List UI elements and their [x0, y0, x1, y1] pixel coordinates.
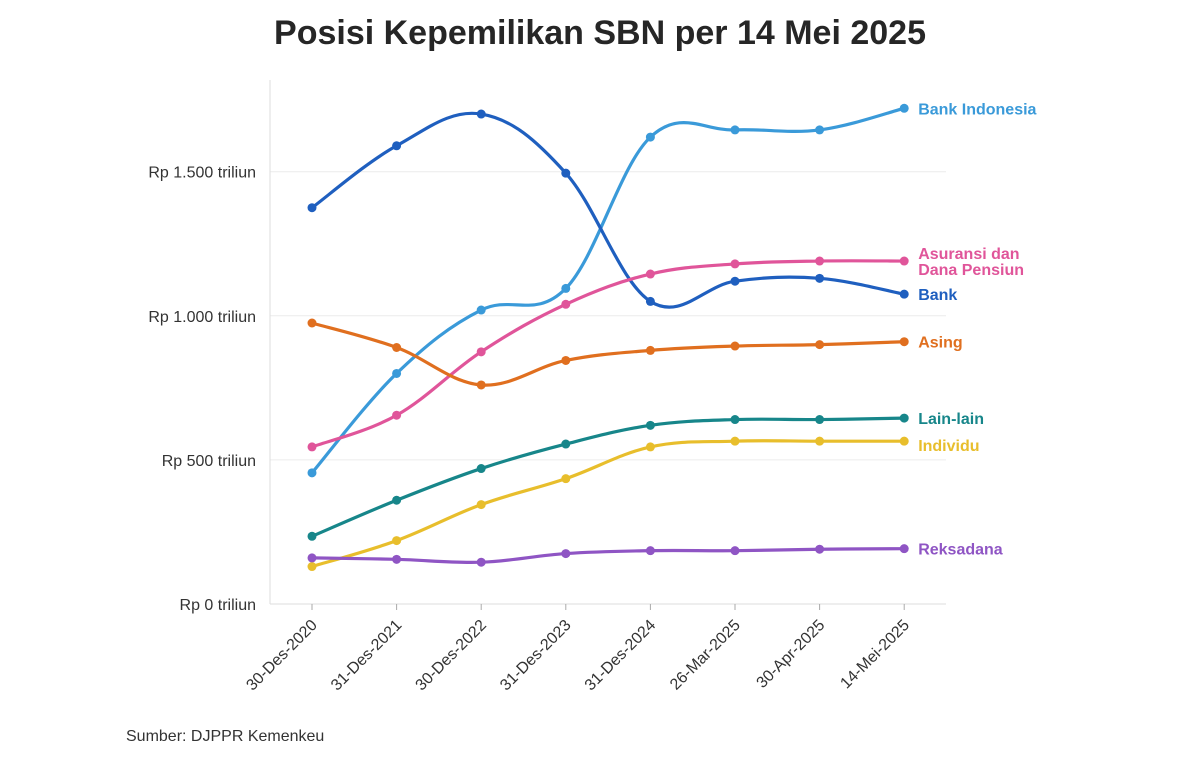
x-axis-ticks: 30-Des-2020 31-Des-2021 30-Des-2022 31-Des-… — [243, 604, 913, 694]
data-point-bank-indonesia — [561, 283, 571, 293]
data-point-individu — [392, 536, 402, 546]
data-point-bank — [899, 289, 909, 299]
series-label-bank-indonesia: Bank Indonesia — [918, 101, 1036, 118]
data-point-reksadana — [645, 546, 655, 556]
data-point-bank — [476, 109, 486, 119]
series-label-reksadana: Reksadana — [918, 542, 1003, 559]
series-line-individu — [310, 439, 906, 569]
data-point-asuransi-dan-dana-pensiun — [476, 347, 486, 357]
series-line-asuransi-dan-dana-pensiun — [310, 259, 906, 449]
data-point-reksadana — [476, 557, 486, 567]
data-point-asuransi-dan-dana-pensiun — [645, 269, 655, 279]
x-tick-label: 30-Des-2020 — [243, 617, 321, 695]
x-tick-label: 31-Des-2024 — [582, 617, 660, 695]
x-tick-label: 26-Mar-2025 — [667, 617, 744, 694]
data-point-bank-indonesia — [815, 125, 825, 135]
data-point-asuransi-dan-dana-pensiun — [307, 442, 317, 452]
data-point-bank — [307, 203, 317, 213]
x-tick-label: 14-Mei-2025 — [837, 617, 913, 693]
data-point-lain-lain — [307, 531, 317, 541]
y-tick-label: Rp 0 triliun — [180, 597, 256, 614]
data-point-bank — [561, 168, 571, 178]
series-line-asing — [310, 321, 906, 387]
x-tick-label: 30-Des-2022 — [413, 617, 491, 695]
data-point-individu — [815, 436, 825, 446]
series-label-asing: Asing — [918, 335, 962, 352]
data-point-lain-lain — [730, 415, 740, 425]
data-point-lain-lain — [476, 464, 486, 474]
data-point-asuransi-dan-dana-pensiun — [730, 259, 740, 269]
x-tick-label: 31-Des-2023 — [497, 617, 575, 695]
series-label-asuransi-dan-dana-pensiun: Asuransi dan — [918, 246, 1019, 263]
data-point-asing — [476, 380, 486, 390]
data-point-asing — [561, 355, 571, 365]
data-point-bank-indonesia — [730, 125, 740, 135]
series-line-bank — [310, 111, 906, 309]
data-point-individu — [899, 436, 909, 446]
chart-title: Posisi Kepemilikan SBN per 14 Mei 2025 — [274, 14, 926, 52]
data-point-bank — [392, 141, 402, 151]
series-lines — [310, 106, 906, 569]
data-point-asing — [815, 340, 825, 350]
data-point-lain-lain — [561, 439, 571, 449]
data-point-individu — [730, 436, 740, 446]
series-label-asuransi-dan-dana-pensiun: Dana Pensiun — [918, 262, 1024, 279]
x-tick-label: 30-Apr-2025 — [754, 617, 829, 692]
data-point-individu — [645, 442, 655, 452]
y-tick-label: Rp 1.500 triliun — [148, 165, 256, 182]
data-point-lain-lain — [815, 415, 825, 425]
data-point-lain-lain — [899, 413, 909, 423]
data-point-bank-indonesia — [476, 305, 486, 315]
data-point-asuransi-dan-dana-pensiun — [561, 299, 571, 309]
data-point-bank — [815, 273, 825, 283]
data-point-bank-indonesia — [645, 132, 655, 142]
data-point-individu — [476, 500, 486, 510]
data-point-reksadana — [815, 544, 825, 554]
data-point-reksadana — [307, 553, 317, 563]
data-point-asuransi-dan-dana-pensiun — [899, 256, 909, 266]
data-point-bank — [645, 296, 655, 306]
data-point-reksadana — [561, 549, 571, 559]
data-point-individu — [561, 474, 571, 484]
data-point-individu — [307, 562, 317, 572]
data-point-asing — [645, 345, 655, 355]
y-axis-ticks: Rp 0 triliun Rp 500 triliun Rp 1.000 trili… — [148, 165, 256, 614]
data-point-bank — [730, 276, 740, 286]
data-point-reksadana — [392, 554, 402, 564]
data-point-asing — [307, 318, 317, 328]
data-point-reksadana — [899, 544, 909, 554]
axes — [269, 80, 946, 605]
series-label-bank: Bank — [918, 287, 957, 304]
data-point-asing — [730, 341, 740, 351]
data-point-reksadana — [730, 546, 740, 556]
data-point-bank-indonesia — [392, 368, 402, 378]
data-point-asing — [392, 343, 402, 353]
data-point-bank-indonesia — [307, 468, 317, 478]
data-point-asuransi-dan-dana-pensiun — [392, 410, 402, 420]
source-note: Sumber: DJPPR Kemenkeu — [126, 728, 325, 745]
data-point-asing — [899, 337, 909, 347]
series-label-lain-lain: Lain-lain — [918, 411, 984, 428]
data-point-lain-lain — [645, 420, 655, 430]
y-tick-label: Rp 1.000 triliun — [148, 309, 256, 326]
x-tick-label: 31-Des-2021 — [328, 617, 406, 695]
data-point-asuransi-dan-dana-pensiun — [815, 256, 825, 266]
data-point-bank-indonesia — [899, 103, 909, 113]
series-line-reksadana — [310, 547, 906, 565]
data-point-lain-lain — [392, 495, 402, 505]
series-points — [307, 103, 909, 572]
y-tick-label: Rp 500 triliun — [162, 453, 256, 470]
series-line-bank-indonesia — [310, 106, 906, 475]
series-line-lain-lain — [310, 416, 906, 538]
series-label-individu: Individu — [918, 438, 979, 455]
